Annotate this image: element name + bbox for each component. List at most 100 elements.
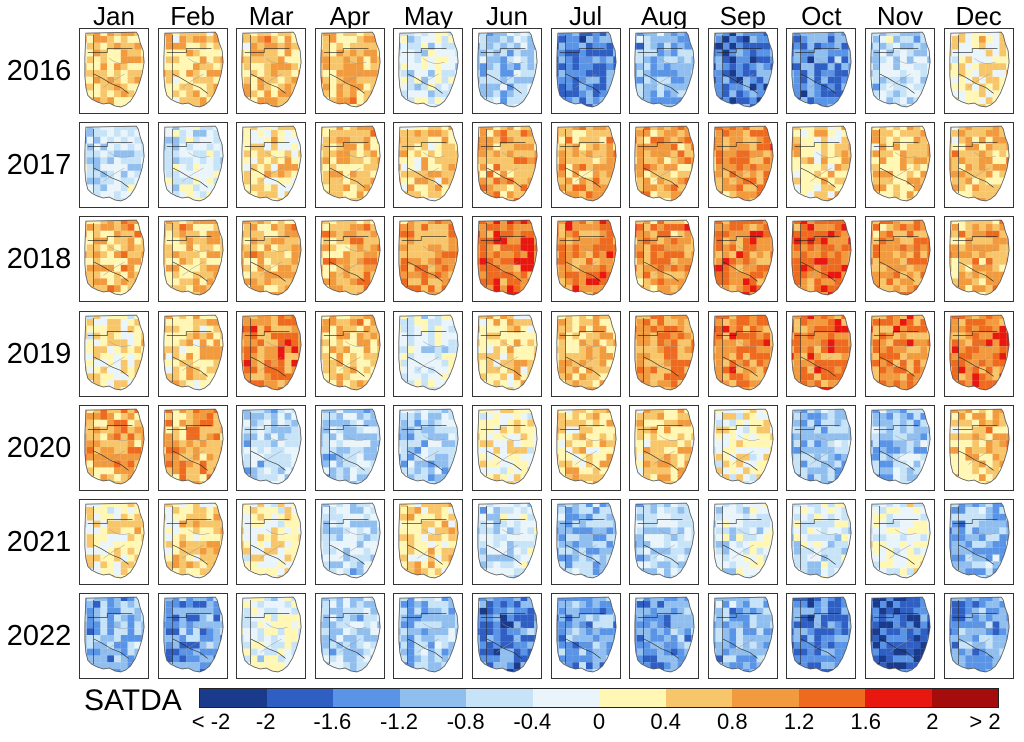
map-panel-2021-feb [157, 499, 228, 585]
state-border [93, 450, 129, 471]
state-border [873, 142, 919, 148]
map-svg [634, 408, 695, 485]
coastline [791, 502, 852, 579]
coastline [870, 596, 931, 673]
state-border [486, 356, 522, 377]
state-border [559, 48, 605, 53]
state-border [329, 167, 365, 188]
state-border [172, 450, 208, 471]
anomaly-field [870, 597, 931, 673]
map-panel-2019-jul [550, 310, 621, 397]
state-border [716, 613, 762, 619]
state-border [407, 356, 444, 377]
state-border [722, 638, 758, 659]
map-svg [477, 31, 538, 108]
map-panel-2022-apr [314, 593, 385, 680]
map-panel-2022-oct [786, 593, 857, 680]
coastline [84, 31, 145, 108]
state-border [87, 48, 133, 53]
state-border [250, 450, 286, 471]
map-svg [320, 596, 381, 673]
state-border [958, 638, 994, 659]
map-panel-2016-dec [943, 28, 1014, 114]
state-border [722, 450, 758, 471]
year-label-2017: 2017 [6, 149, 72, 182]
state-border [87, 330, 133, 336]
coastline [713, 31, 774, 108]
coastline [477, 596, 538, 673]
anomaly-field [399, 503, 459, 578]
map-svg [634, 31, 695, 108]
map-svg [241, 220, 302, 296]
basin-outline [417, 623, 445, 653]
map-panel-2021-nov [865, 499, 935, 585]
coastline [477, 31, 538, 108]
coastline [84, 314, 145, 390]
anomaly-field [713, 314, 773, 390]
anomaly-field [477, 126, 538, 202]
state-border [172, 638, 208, 659]
map-panel-2017-dec [943, 122, 1014, 209]
state-border [958, 73, 994, 94]
basin-outline [103, 246, 131, 277]
anomaly-field [242, 503, 302, 578]
basin-outline [496, 529, 524, 559]
colorbar-tick-1: -2 [255, 709, 276, 734]
coastline [556, 220, 617, 296]
coastline [949, 314, 1010, 390]
colorbar-swatch-5 [532, 689, 599, 707]
anomaly-field [399, 126, 459, 202]
anomaly-field [399, 220, 459, 296]
state-border [250, 356, 286, 377]
coastline [84, 220, 145, 296]
map-panel-2020-dec [943, 404, 1014, 491]
basin-outline [731, 434, 760, 465]
basin-outline [496, 434, 524, 465]
state-border [559, 236, 605, 242]
state-border [716, 425, 762, 430]
state-border [480, 330, 526, 336]
basin-outline [889, 529, 917, 559]
state-border [637, 48, 683, 53]
anomaly-field [242, 314, 302, 390]
map-panel-2020-mar [236, 404, 307, 491]
map-panel-2022-may [393, 593, 464, 680]
colorbar-swatch-9 [798, 689, 865, 707]
map-svg [713, 596, 774, 673]
anomaly-field [84, 220, 145, 296]
coastline [634, 314, 695, 390]
basin-outline [103, 434, 131, 465]
anomaly-field [320, 408, 380, 484]
basin-outline [181, 58, 210, 88]
map-panel-2018-aug [629, 216, 700, 303]
coastline [163, 408, 224, 485]
year-label-2022: 2022 [6, 620, 72, 653]
basin-outline [731, 246, 760, 277]
basin-outline [653, 623, 681, 653]
map-panel-2020-oct [786, 404, 857, 491]
anomaly-field [949, 32, 1009, 107]
map-panel-2016-feb [157, 28, 228, 114]
state-border [480, 425, 526, 430]
map-svg [477, 220, 538, 296]
basin-outline [810, 58, 838, 88]
map-panel-2016-may [393, 28, 464, 114]
coastline [241, 596, 302, 673]
map-svg [791, 31, 852, 108]
state-border [716, 330, 762, 336]
basin-outline [103, 529, 131, 559]
map-panel-2021-may [393, 499, 464, 585]
state-border [643, 544, 679, 565]
colorbar-swatch-6 [599, 689, 666, 707]
anomaly-field [242, 597, 302, 673]
map-svg [84, 125, 145, 202]
anomaly-field [399, 408, 459, 484]
map-svg [163, 596, 224, 673]
map-svg [634, 125, 695, 202]
map-panel-2018-dec [943, 216, 1014, 303]
anomaly-field [870, 408, 931, 484]
state-border [93, 262, 129, 282]
state-border [873, 519, 919, 524]
state-border [323, 236, 369, 242]
map-panel-2020-may [393, 404, 464, 491]
